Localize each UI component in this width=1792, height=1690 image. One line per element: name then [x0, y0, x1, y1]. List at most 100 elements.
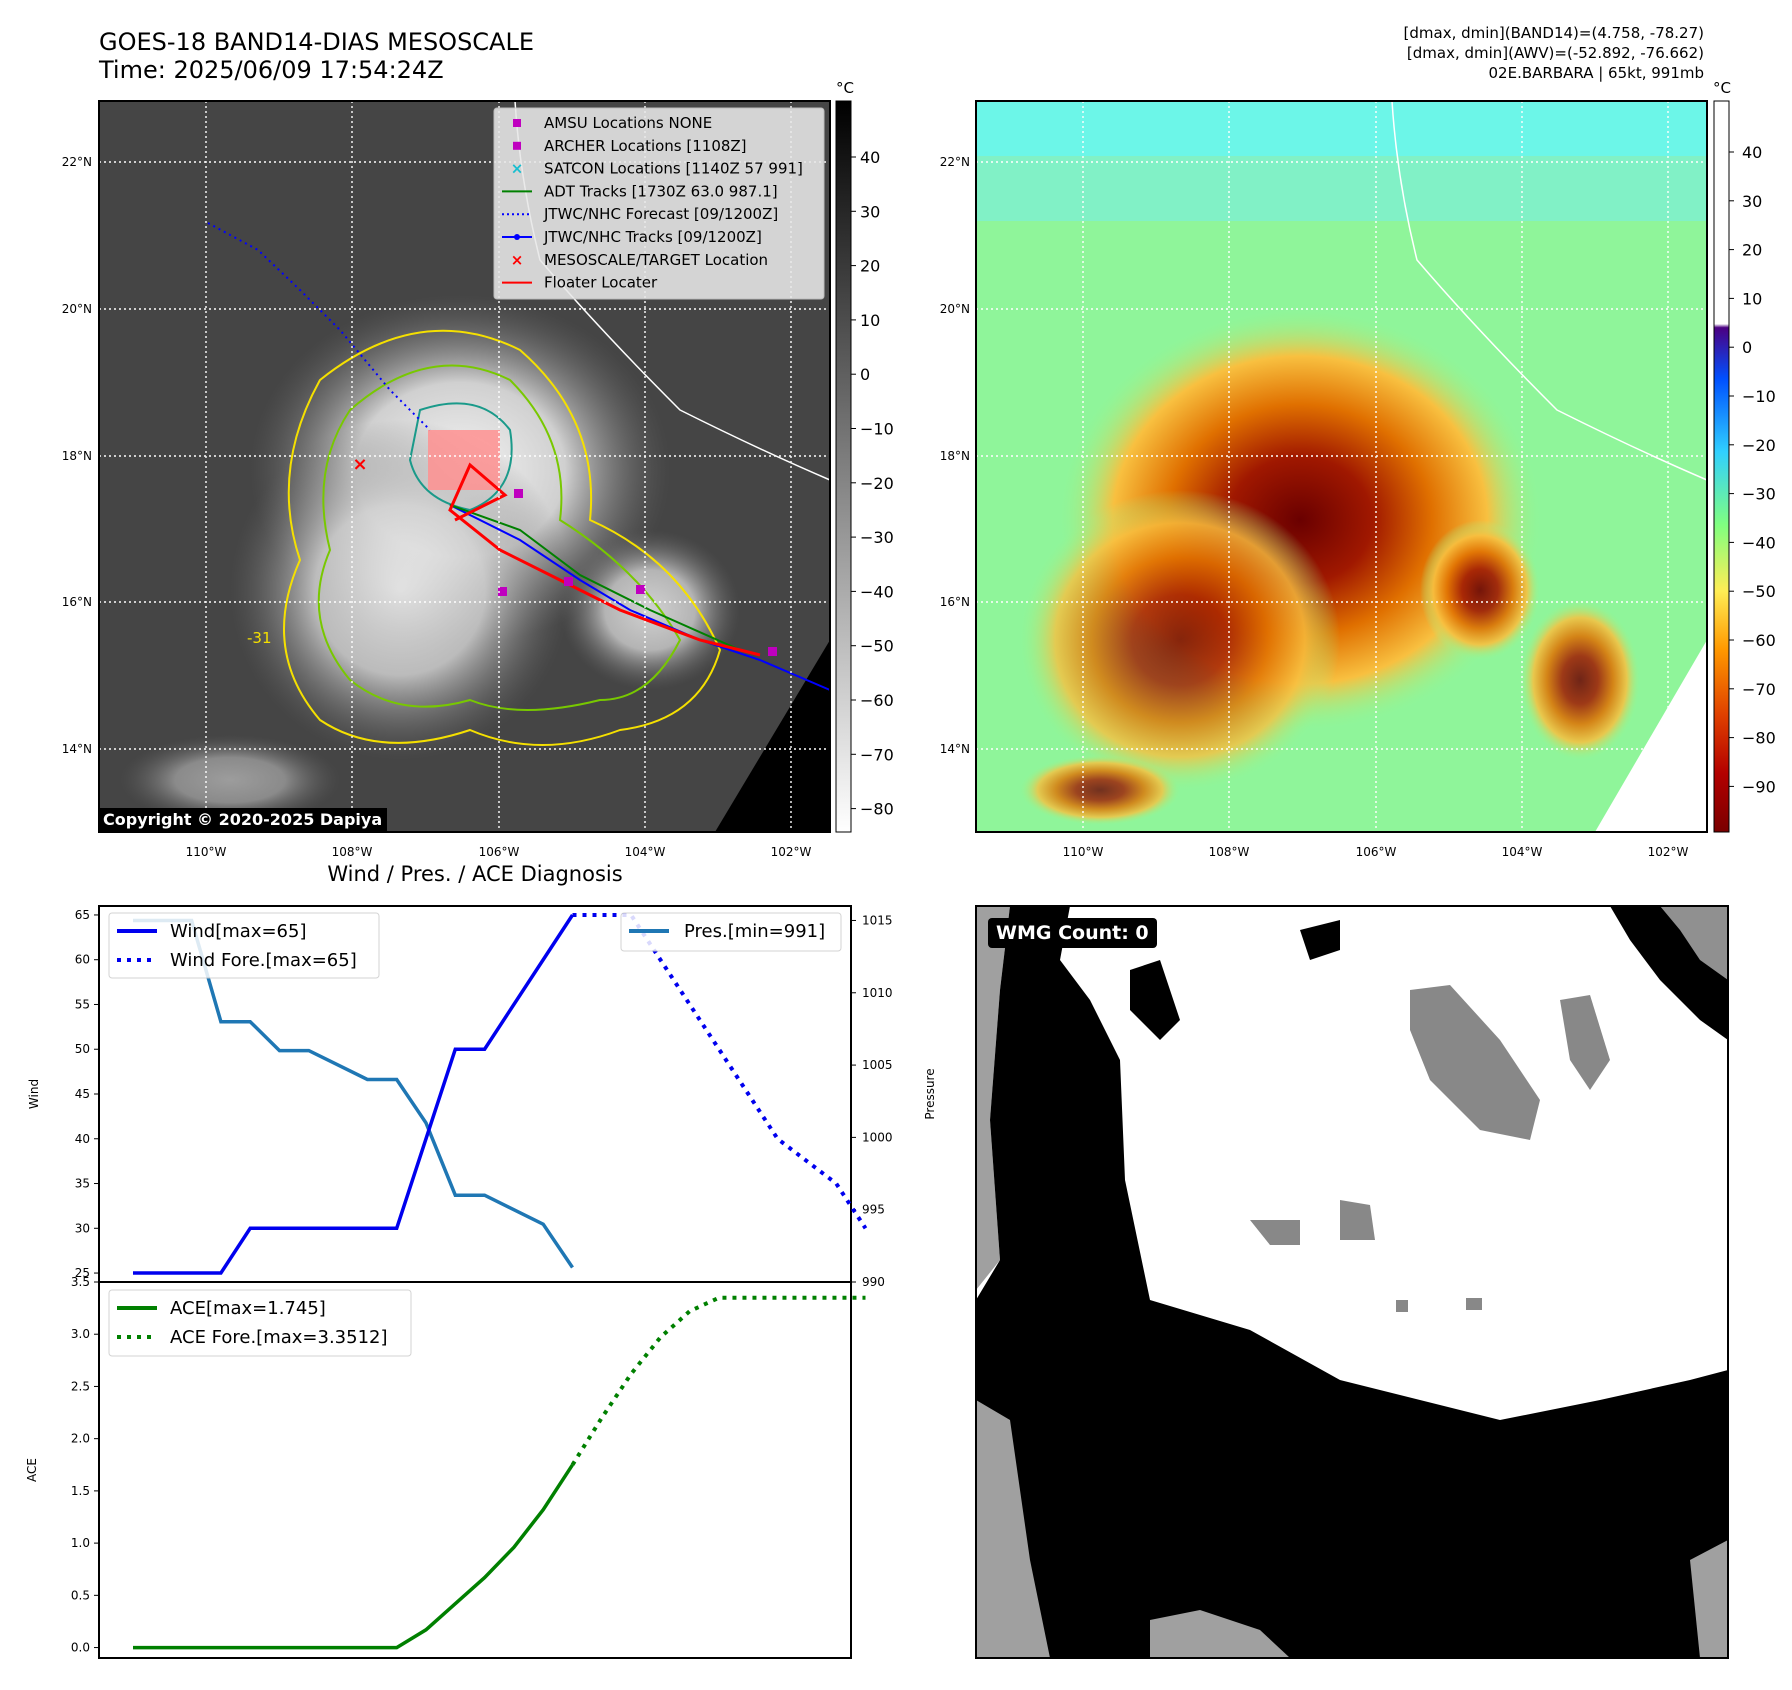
ace-tick-label: 3.0: [71, 1327, 90, 1341]
colorbar-tick-label: −40: [860, 582, 894, 601]
lat-tick-label: 14°N: [940, 742, 970, 756]
legend-marker: [513, 119, 521, 127]
legend-entry: MESOSCALE/TARGET Location: [544, 251, 768, 269]
colorbar-tick-label: −50: [1742, 582, 1776, 601]
colorbar-tick-label: −30: [860, 528, 894, 547]
ace-series: [133, 1463, 574, 1650]
ace-tick-label: 1.0: [71, 1536, 90, 1550]
legend-entry: Floater Locater: [544, 274, 658, 292]
lat-tick-label: 20°N: [62, 302, 92, 316]
lon-tick-label: 110°W: [1063, 845, 1104, 859]
wind-axis-label: Wind: [27, 1079, 41, 1109]
colorbar-tick-label: −80: [1742, 729, 1776, 748]
colorbar-tick-label: 10: [860, 311, 880, 330]
wmg-panel: [975, 905, 1729, 1659]
pressure-tick-label: 995: [862, 1203, 885, 1217]
legend-marker: ×: [511, 160, 524, 178]
ace-axis-label: ACE: [25, 1458, 39, 1482]
lon-tick-label: 106°W: [1356, 845, 1397, 859]
wind-tick-label: 35: [75, 1177, 90, 1191]
colorbar-tick-label: −10: [1742, 387, 1776, 406]
legend-pressure: Pres.[min=991]: [684, 921, 825, 942]
wind-tick-label: 60: [75, 953, 90, 967]
storm-info: 02E.BARBARA | 65kt, 991mb: [1488, 64, 1704, 82]
colorbar-tick-label: 0: [1742, 338, 1752, 357]
legend-marker: [513, 141, 521, 150]
lat-tick-label: 22°N: [62, 155, 92, 169]
pressure-tick-label: 1000: [862, 1130, 893, 1144]
ace-tick-label: 1.5: [71, 1484, 90, 1498]
pressure-tick-label: 1015: [862, 913, 893, 927]
pressure-axis-label: Pressure: [923, 1068, 937, 1119]
lat-tick-label: 18°N: [62, 449, 92, 463]
colorbar-awv: 40 30 20 10 0 −10 −20 −30 −40 −50 −60 −70 −80 −90 °C: [1713, 79, 1776, 833]
wind-tick-label: 25: [75, 1266, 90, 1280]
colorbar-tick-label: −70: [860, 745, 894, 764]
lat-tick-label: 14°N: [62, 742, 92, 756]
lon-tick-label: 108°W: [1209, 845, 1250, 859]
wind-tick-label: 30: [75, 1221, 90, 1235]
ace-chart: 0.0 0.5 1.0 1.5 2.0 2.5 3.0 3.5 ACE ACE[max=1.7…: [25, 1275, 866, 1659]
lat-tick-label: 16°N: [62, 595, 92, 609]
colorbar-unit: °C: [836, 79, 854, 97]
legend-ace: ACE[max=1.745]: [170, 1298, 326, 1319]
colorbar-tick-label: 10: [1742, 289, 1762, 308]
wind-series: [133, 914, 574, 1275]
colorbar-tick-label: 30: [1742, 192, 1762, 211]
band14-range: [dmax, dmin](BAND14)=(4.758, -78.27): [1403, 24, 1704, 42]
map-legend: AMSU Locations NONE ARCHER Locations [110…: [493, 107, 825, 300]
colorbar-tick-label: −60: [1742, 631, 1776, 650]
awv-map: [975, 100, 1708, 833]
lat-tick-label: 22°N: [940, 155, 970, 169]
contour-label: -31: [247, 629, 272, 647]
copyright-label: Copyright © 2020-2025 Dapiya: [98, 808, 388, 831]
diagnosis-title: Wind / Pres. / ACE Diagnosis: [327, 862, 623, 886]
lon-tick-label: 104°W: [625, 845, 666, 859]
lon-tick-label: 108°W: [332, 845, 373, 859]
colorbar-tick-label: 40: [1742, 143, 1762, 162]
legend-entry: ADT Tracks [1730Z 63.0 987.1]: [544, 182, 778, 200]
colorbar-tick-label: −20: [860, 474, 894, 493]
colorbar-tick-label: −20: [1742, 436, 1776, 455]
wind-tick-label: 45: [75, 1087, 90, 1101]
wind-tick-label: 50: [75, 1042, 90, 1056]
legend-entry: AMSU Locations NONE: [544, 114, 712, 132]
legend-entry: SATCON Locations [1140Z 57 991]: [544, 160, 803, 178]
colorbar-tick-label: 0: [860, 365, 870, 384]
colorbar-tick-label: −70: [1742, 680, 1776, 699]
lat-tick-label: 18°N: [940, 449, 970, 463]
awv-range: [dmax, dmin](AWV)=(-52.892, -76.662): [1406, 44, 1704, 62]
legend-ace-forecast: ACE Fore.[max=3.3512]: [170, 1327, 388, 1348]
colorbar-tick-label: −80: [860, 800, 894, 819]
chart-title: GOES-18 BAND14-DIAS MESOSCALE: [99, 28, 535, 56]
lat-tick-label: 16°N: [940, 595, 970, 609]
lon-tick-label: 102°W: [771, 845, 812, 859]
pressure-series: [133, 918, 574, 1269]
ace-tick-label: 0.5: [71, 1588, 90, 1602]
lat-tick-label: 20°N: [940, 302, 970, 316]
colorbar-tick-label: −90: [1742, 777, 1776, 796]
legend-wind: Wind[max=65]: [170, 921, 307, 942]
colorbar-tick-label: −30: [1742, 485, 1776, 504]
ace-tick-label: 2.5: [71, 1379, 90, 1393]
pressure-tick-label: 990: [862, 1275, 885, 1289]
lon-tick-label: 110°W: [186, 845, 227, 859]
colorbar-tick-label: −50: [860, 637, 894, 656]
wind-forecast-series: [572, 913, 868, 1230]
ace-tick-label: 3.5: [71, 1275, 90, 1289]
archer-marker: [514, 489, 523, 498]
legend-entry: JTWC/NHC Forecast [09/1200Z]: [543, 205, 778, 223]
legend-entry: JTWC/NHC Tracks [09/1200Z]: [543, 228, 762, 246]
wind-pressure-chart: 25 30 35 40 45 50 55 60 65 990 995 1000 1005 1010 101…: [27, 905, 937, 1289]
legend-entry: ARCHER Locations [1108Z]: [544, 137, 747, 155]
lon-tick-label: 106°W: [479, 845, 520, 859]
legend-marker: ×: [511, 251, 524, 269]
colorbar-tick-label: 40: [860, 148, 880, 167]
wind-tick-label: 55: [75, 997, 90, 1011]
pressure-tick-label: 1005: [862, 1058, 893, 1072]
colorbar-unit: °C: [1713, 79, 1731, 97]
chart-time: Time: 2025/06/09 17:54:24Z: [99, 56, 444, 84]
ace-tick-label: 2.0: [71, 1432, 90, 1446]
colorbar-tick-label: −60: [860, 691, 894, 710]
